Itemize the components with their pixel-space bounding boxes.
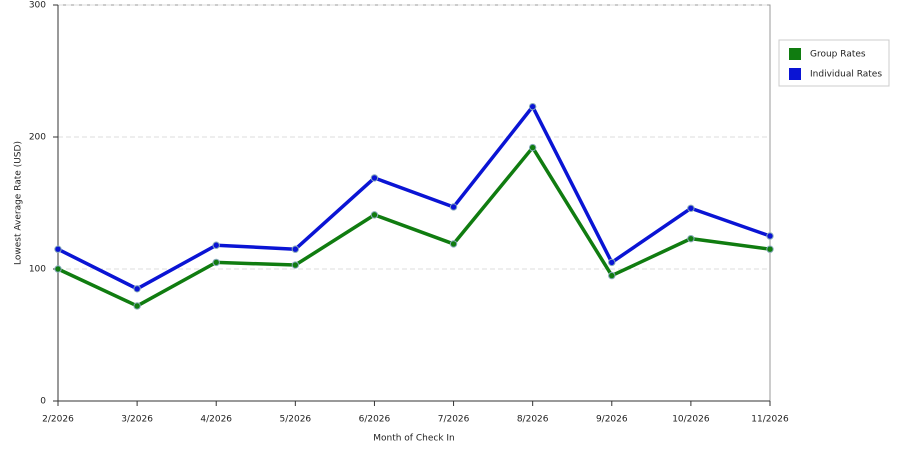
x-tick-label: 5/2026	[279, 415, 311, 425]
data-point	[528, 102, 537, 111]
data-point	[766, 232, 774, 240]
y-tick-label: 100	[29, 265, 46, 275]
data-point	[528, 143, 537, 152]
legend-swatch	[789, 48, 801, 60]
data-point	[370, 211, 379, 219]
y-tick-label: 300	[29, 1, 46, 11]
legend-label: Individual Rates	[810, 70, 882, 80]
legend-swatch	[789, 68, 801, 80]
x-tick-label: 2/2026	[42, 415, 74, 425]
data-point	[212, 258, 220, 267]
x-tick-label: 9/2026	[596, 415, 628, 425]
y-tick-label: 0	[40, 397, 46, 407]
data-point	[687, 234, 695, 243]
plot-frame	[57, 4, 771, 402]
series-line	[57, 145, 771, 308]
x-tick-label: 11/2026	[751, 415, 789, 425]
x-tick-label: 3/2026	[121, 415, 153, 425]
data-point	[449, 240, 458, 248]
data-point	[608, 258, 616, 267]
data-point	[212, 241, 220, 249]
data-point	[54, 245, 62, 253]
x-tick-label: 10/2026	[672, 415, 710, 425]
x-tick-label: 4/2026	[200, 415, 232, 425]
data-point	[687, 204, 695, 212]
data-point	[370, 174, 379, 182]
x-axis-title: Month of Check In	[373, 434, 455, 444]
x-tick-label: 8/2026	[517, 415, 549, 425]
series-line	[57, 104, 771, 291]
y-axis-title: Lowest Average Rate (USD)	[14, 141, 24, 265]
data-point	[291, 245, 300, 253]
data-point	[291, 261, 300, 269]
legend-label: Group Rates	[810, 50, 866, 60]
data-point	[54, 265, 62, 273]
x-tick-label: 6/2026	[359, 415, 391, 425]
data-point	[608, 271, 616, 280]
data-point	[133, 302, 141, 310]
data-point	[449, 203, 458, 211]
x-tick-label: 7/2026	[438, 415, 470, 425]
data-point	[133, 285, 141, 293]
y-tick-label: 200	[29, 133, 46, 143]
data-point	[766, 245, 774, 253]
